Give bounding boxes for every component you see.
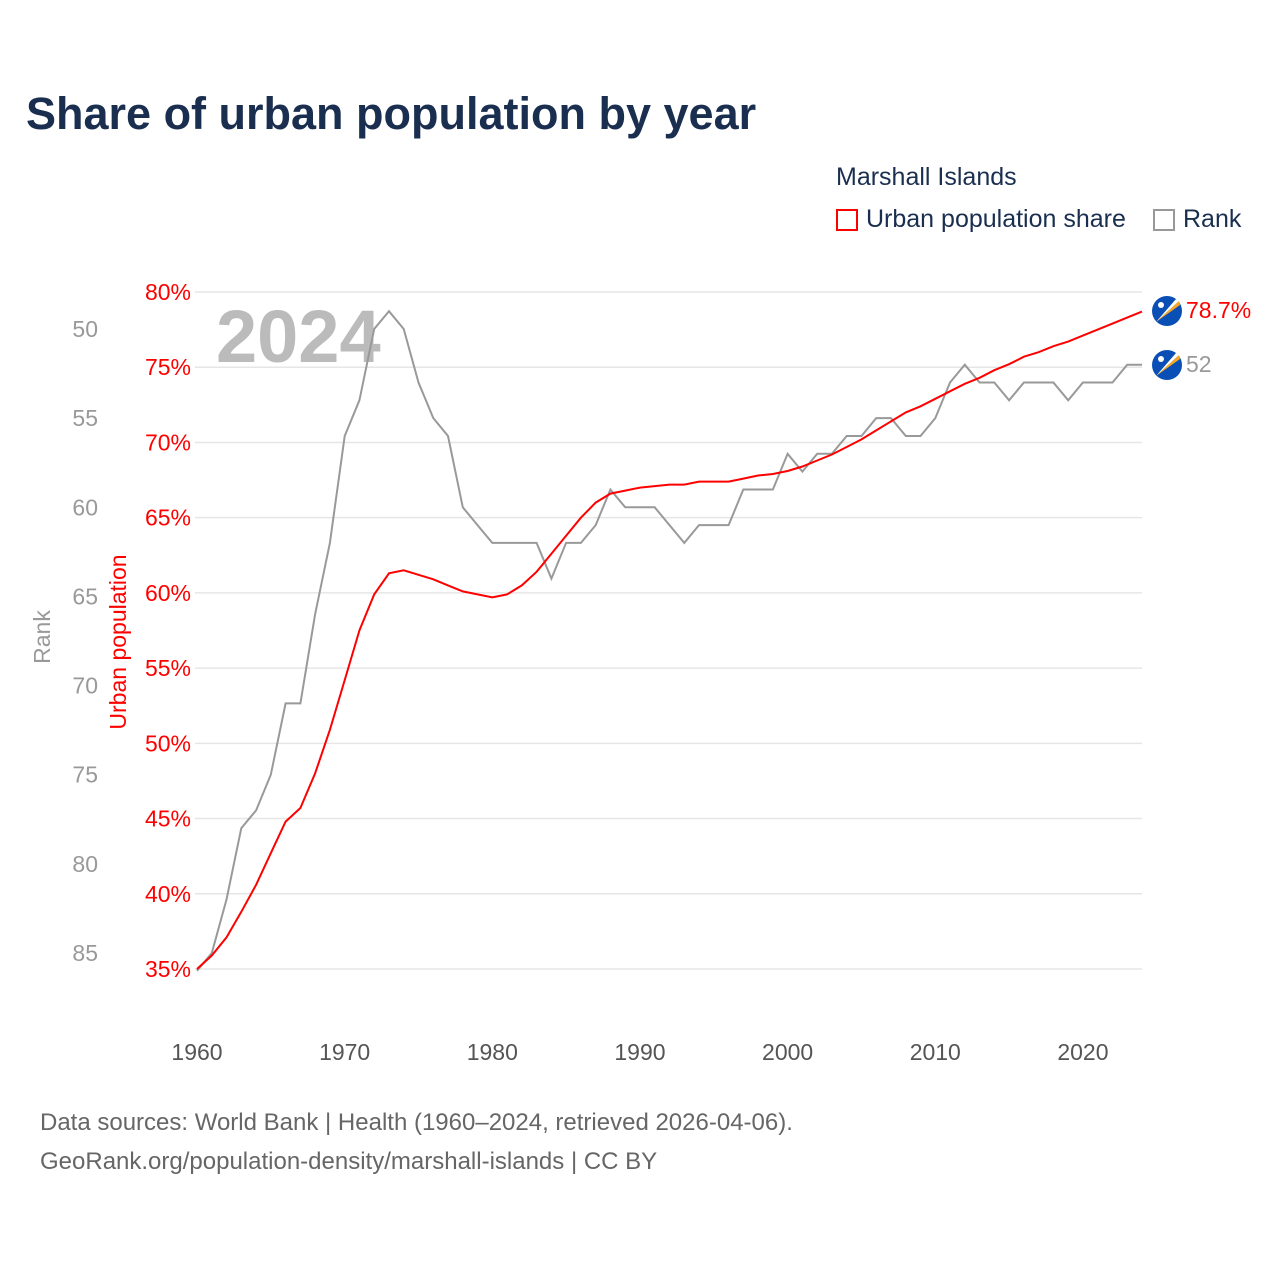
- rank-tick-label: 80: [72, 851, 98, 877]
- flag-icon-urban: [1152, 296, 1182, 326]
- rank-tick-label: 65: [72, 583, 98, 609]
- urban-tick-label: 75%: [145, 354, 191, 380]
- urban-tick-label: 55%: [145, 655, 191, 681]
- chart-title: Share of urban population by year: [26, 88, 757, 139]
- rank-tick-label: 60: [72, 494, 98, 520]
- legend-item-urban[interactable]: Urban population share: [836, 205, 1126, 234]
- x-tick-label: 1960: [171, 1039, 222, 1065]
- rank-tick-label: 85: [72, 940, 98, 966]
- legend-country: Marshall Islands: [836, 163, 1017, 191]
- x-tick-label: 2020: [1057, 1039, 1108, 1065]
- urban-tick-label: 65%: [145, 505, 191, 531]
- rank-tick-label: 50: [72, 316, 98, 342]
- urban-axis-label: Urban population: [105, 554, 131, 729]
- legend-label-urban: Urban population share: [866, 205, 1126, 233]
- legend-swatch-urban: [836, 208, 858, 231]
- flag-icon-rank: [1152, 350, 1182, 380]
- legend-label-rank: Rank: [1183, 205, 1242, 233]
- legend-item-rank[interactable]: Rank: [1153, 205, 1241, 234]
- footer-sources: Data sources: World Bank | Health (1960–…: [40, 1109, 793, 1136]
- x-tick-label: 1980: [467, 1039, 518, 1065]
- x-tick-label: 2010: [910, 1039, 961, 1065]
- rank-line: [196, 309, 1142, 972]
- x-tick-label: 1970: [319, 1039, 370, 1065]
- urban-tick-label: 40%: [145, 881, 191, 907]
- legend-swatch-rank: [1153, 208, 1175, 231]
- urban-tick-label: 50%: [145, 730, 191, 756]
- x-tick-label: 2000: [762, 1039, 813, 1065]
- urban-tick-label: 60%: [145, 580, 191, 606]
- x-tick-label: 1990: [614, 1039, 665, 1065]
- end-label-urban: 78.7%: [1186, 297, 1251, 323]
- urban-tick-label: 70%: [145, 429, 191, 455]
- urban-tick-label: 45%: [145, 806, 191, 832]
- urban-tick-label: 35%: [145, 956, 191, 982]
- footer-link[interactable]: GeoRank.org/population-density/marshall-…: [40, 1148, 658, 1175]
- rank-tick-label: 70: [72, 673, 98, 699]
- rank-axis-label: Rank: [29, 610, 55, 664]
- watermark-year: 2024: [216, 295, 381, 378]
- end-label-rank: 52: [1186, 351, 1212, 377]
- urban-share-line: [196, 310, 1143, 970]
- rank-tick-label: 55: [72, 405, 98, 431]
- rank-tick-label: 75: [72, 762, 98, 788]
- urban-tick-label: 80%: [145, 279, 191, 305]
